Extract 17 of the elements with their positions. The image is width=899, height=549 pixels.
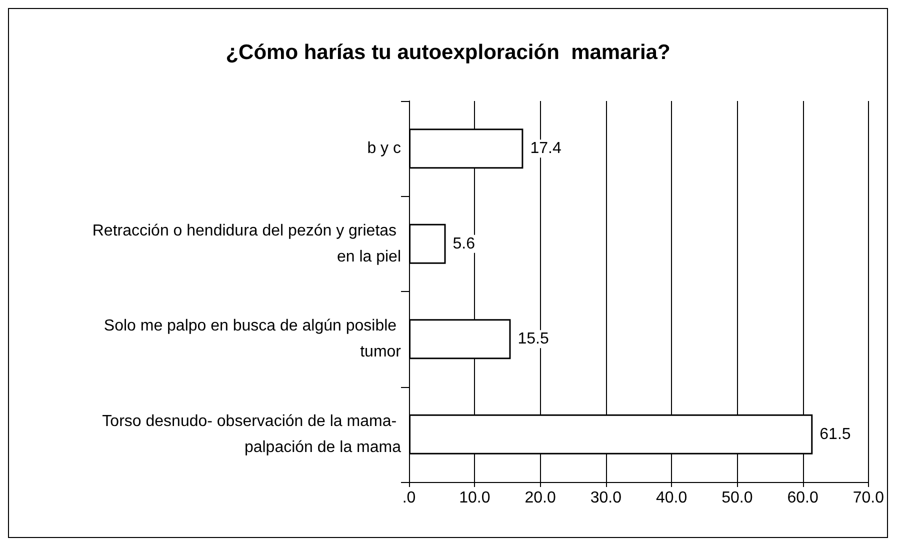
y-tick-label: b y c [367,140,401,158]
chart-title: ¿Cómo harías tu autoexploración mamaria? [226,41,670,64]
x-tick-label: 30.0 [590,490,622,506]
x-tick-label: 20.0 [524,490,556,506]
y-tick-label: Solo me palpo en busca de algún posible tumor [104,318,402,361]
data-label: 5.6 [452,235,476,252]
data-label: 17.4 [530,140,562,158]
x-tick-label: 40.0 [656,490,688,506]
y-tick-label: Torso desnudo- observación de la mama- palpación de la mama [102,412,402,456]
data-label: 61.5 [820,426,851,443]
x-tick-label: .0 [402,490,416,506]
data-label: 15.5 [518,330,549,348]
y-tick-label: Retracción o hendidura del pezón y grietas en la piel [92,222,401,266]
x-tick-label: 60.0 [787,490,818,506]
x-tick-label: 10.0 [459,490,490,506]
x-tick-label: 70.0 [852,490,884,506]
x-tick-label: 50.0 [722,490,753,506]
